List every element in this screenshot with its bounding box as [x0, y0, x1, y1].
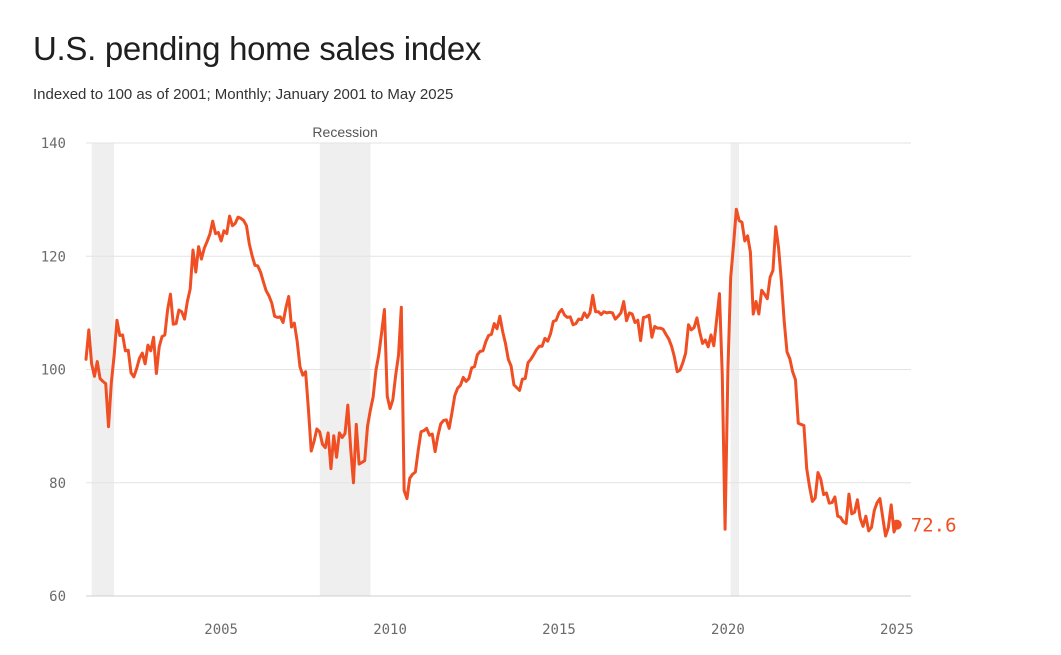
y-tick-label: 140 — [41, 136, 66, 152]
x-axis-ticks: 2005 2010 2015 2020 2025 — [204, 622, 913, 638]
y-tick-label: 60 — [49, 589, 66, 605]
chart-title: U.S. pending home sales index — [33, 30, 482, 67]
recession-label: Recession — [312, 124, 377, 140]
x-tick-label: 2010 — [373, 622, 407, 638]
x-tick-label: 2005 — [204, 622, 238, 638]
x-tick-label: 2015 — [542, 622, 576, 638]
chart-subtitle: Indexed to 100 as of 2001; Monthly; Janu… — [33, 86, 454, 103]
y-axis-ticks: 60 80 100 120 140 — [41, 136, 66, 605]
y-tick-label: 120 — [41, 249, 66, 265]
series-line — [84, 207, 899, 538]
end-point-marker — [891, 519, 902, 530]
y-tick-label: 80 — [49, 476, 66, 492]
series-group — [84, 207, 902, 538]
x-tick-label: 2020 — [711, 622, 745, 638]
end-value-label: 72.6 — [911, 515, 957, 537]
x-tick-label: 2025 — [880, 622, 914, 638]
y-tick-label: 100 — [41, 363, 66, 379]
gridlines — [86, 142, 911, 597]
